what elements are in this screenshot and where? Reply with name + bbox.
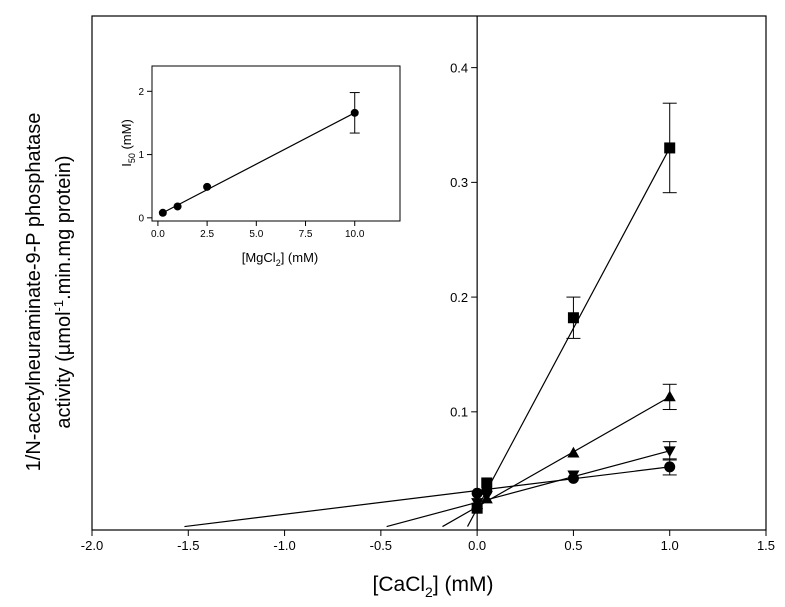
inset-point-circle (203, 182, 212, 191)
main-x-tick-label: 0.0 (468, 538, 486, 553)
inset-y-axis-label: I50 (mM) (119, 119, 137, 167)
main-x-tick-label: -2.0 (81, 538, 103, 553)
main-y-axis-label-line2: activity (µmol-1.min.mg protein) (51, 155, 75, 428)
main-series-square (466, 102, 677, 527)
main-y-tick-label: 0.1 (450, 405, 468, 420)
inset-y-tick-label: 0 (138, 213, 144, 224)
main-point-triangle-up (567, 446, 580, 458)
axis-labels: [CaCl2] (mM) 1/N-acetylneuraminate-9-P p… (23, 113, 493, 600)
inset-point-circle (173, 202, 182, 211)
main-point-circle (471, 487, 483, 499)
inset-plot-frame (151, 65, 401, 222)
main-x-tick-label: 1.5 (757, 538, 775, 553)
main-x-axis-label: [CaCl2] (mM) (373, 573, 494, 600)
inset-x-tick-label: 2.5 (200, 229, 214, 240)
main-series-circle (184, 458, 677, 528)
inset-x-tick-label: 5.0 (249, 229, 263, 240)
main-fit-line (184, 466, 670, 528)
main-point-square (664, 142, 676, 154)
main-y-tick-label: 0.2 (450, 290, 468, 305)
inset-y-tick-label: 1 (138, 150, 144, 161)
main-x-tick-label: -0.5 (370, 538, 392, 553)
main-point-circle (567, 472, 579, 484)
inset-plot: 0.0 2.5 5.0 7.5 10.0 0 1 2 (138, 65, 401, 240)
inset-x-tick-label: 7.5 (299, 229, 313, 240)
main-point-circle (664, 461, 676, 473)
main-x-tick-label: 1.0 (661, 538, 679, 553)
inset-point-circle (350, 108, 359, 117)
main-point-square (567, 312, 579, 324)
main-point-circle (481, 485, 493, 497)
inset-fit-line (162, 112, 356, 214)
inset-y-tick-label: 2 (138, 87, 144, 98)
main-x-tick-label: -1.5 (177, 538, 199, 553)
main-plot-frame (91, 15, 767, 531)
main-point-triangle-up (663, 390, 676, 402)
main-y-tick-label: 0.4 (450, 60, 468, 75)
main-fit-line (466, 147, 671, 527)
inset-x-axis-label: [MgCl2] (mM) (242, 250, 319, 268)
main-plot: -2.0 -1.5 -1.0 -0.5 0.0 0.5 1.0 1.5 0.1 0.2 0.3 0.4 (81, 15, 775, 553)
main-point-triangle-down (663, 446, 676, 458)
inset-x-tick-label: 0.0 (151, 229, 165, 240)
main-x-tick-label: -1.0 (273, 538, 295, 553)
inset-point-circle (158, 208, 167, 217)
main-y-axis-label-line1: 1/N-acetylneuraminate-9-P phosphatase (23, 113, 45, 472)
main-point-triangle-down (471, 498, 484, 509)
main-y-tick-label: 0.3 (450, 175, 468, 190)
inset-series-circle (158, 92, 360, 217)
main-point-square (481, 477, 493, 489)
inset-x-tick-label: 10.0 (345, 229, 365, 240)
main-x-tick-label: 0.5 (564, 538, 582, 553)
main-fit-line (386, 450, 670, 528)
